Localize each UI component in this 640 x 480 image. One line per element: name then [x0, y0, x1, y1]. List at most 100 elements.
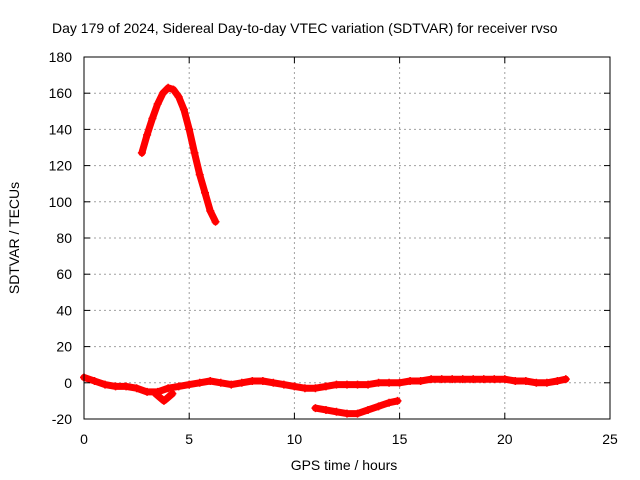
data-point	[374, 402, 383, 411]
data-point	[185, 125, 194, 134]
data-series	[80, 83, 570, 418]
data-point	[353, 380, 362, 389]
y-tick-label: 180	[49, 49, 73, 65]
y-tick-label: 160	[49, 85, 73, 101]
data-point	[427, 375, 436, 384]
y-tick-label: 100	[49, 194, 73, 210]
data-point	[159, 396, 168, 405]
data-point	[179, 105, 188, 114]
y-tick-label: 80	[56, 230, 72, 246]
data-point	[469, 375, 478, 384]
series-arc-dip	[151, 389, 177, 405]
series-arc-high	[137, 83, 220, 226]
data-point	[211, 217, 220, 226]
data-point	[143, 387, 152, 396]
data-point	[155, 393, 164, 402]
data-point	[206, 206, 215, 215]
data-point	[374, 378, 383, 387]
series-arc-main	[80, 373, 570, 396]
data-point	[353, 409, 362, 418]
data-point	[174, 92, 183, 101]
data-point	[300, 384, 309, 393]
data-point	[137, 148, 146, 157]
x-tick-label: 10	[287, 431, 303, 447]
data-point	[321, 405, 330, 414]
data-point	[500, 375, 509, 384]
data-point	[290, 382, 299, 391]
data-point	[321, 382, 330, 391]
data-point	[542, 378, 551, 387]
data-point	[195, 170, 204, 179]
data-point	[143, 130, 152, 139]
data-point	[206, 376, 215, 385]
y-tick-label: 140	[49, 121, 73, 137]
y-tick-label: -20	[52, 411, 72, 427]
data-point	[200, 188, 209, 197]
data-point	[258, 376, 267, 385]
data-point	[490, 375, 499, 384]
data-point	[227, 380, 236, 389]
data-point	[164, 384, 173, 393]
x-tick-label: 0	[80, 431, 88, 447]
x-tick-label: 15	[392, 431, 408, 447]
data-point	[132, 384, 141, 393]
data-point	[343, 409, 351, 418]
y-tick-label: 120	[49, 158, 73, 174]
data-point	[311, 404, 320, 413]
data-point	[237, 378, 246, 387]
series-arc-low	[311, 396, 402, 418]
data-point	[148, 114, 157, 123]
data-point	[385, 398, 394, 407]
series-trace	[138, 84, 219, 226]
y-tick-label: 0	[64, 375, 72, 391]
data-point	[561, 375, 570, 384]
data-point	[364, 380, 373, 389]
data-point	[101, 380, 110, 389]
x-tick-label: 5	[185, 431, 193, 447]
data-point	[168, 389, 177, 398]
data-point	[458, 375, 467, 384]
data-point	[521, 376, 530, 385]
tick-labels: 0 5 10 15 20 25 -20 0 20 40 60 80 100 120 140 160 180	[49, 49, 618, 447]
data-point	[511, 376, 520, 385]
y-tick-label: 60	[56, 266, 72, 282]
x-tick-label: 20	[497, 431, 513, 447]
data-point	[479, 375, 488, 384]
data-point	[174, 382, 183, 391]
axis-ticks	[83, 56, 611, 420]
y-axis-label: SDTVAR / TECUs	[6, 182, 22, 294]
data-point	[111, 382, 120, 391]
data-point	[185, 380, 194, 389]
data-point	[190, 148, 199, 157]
data-point	[343, 380, 351, 389]
data-point	[153, 100, 162, 109]
data-point	[416, 376, 425, 385]
data-point	[122, 382, 131, 391]
data-point	[311, 384, 320, 393]
x-tick-label: 25	[602, 431, 618, 447]
plot-frame	[83, 56, 611, 420]
data-point	[332, 407, 341, 416]
x-axis-label: GPS time / hours	[291, 457, 398, 473]
data-point	[158, 89, 167, 98]
data-point	[395, 378, 404, 387]
data-point	[90, 376, 99, 385]
data-point	[151, 389, 160, 398]
data-point	[385, 378, 394, 387]
data-point	[216, 378, 225, 387]
chart-title: Day 179 of 2024, Sidereal Day-to-day VTE…	[52, 20, 558, 36]
data-point	[553, 376, 562, 385]
data-point	[248, 376, 257, 385]
data-point	[364, 405, 373, 414]
data-point	[406, 376, 415, 385]
y-tick-label: 40	[56, 302, 72, 318]
data-point	[195, 378, 204, 387]
data-point	[164, 83, 173, 92]
data-point	[532, 378, 541, 387]
data-point	[269, 378, 278, 387]
data-point	[437, 375, 446, 384]
data-point	[332, 380, 341, 389]
y-tick-label: 20	[56, 339, 72, 355]
data-point	[279, 380, 288, 389]
